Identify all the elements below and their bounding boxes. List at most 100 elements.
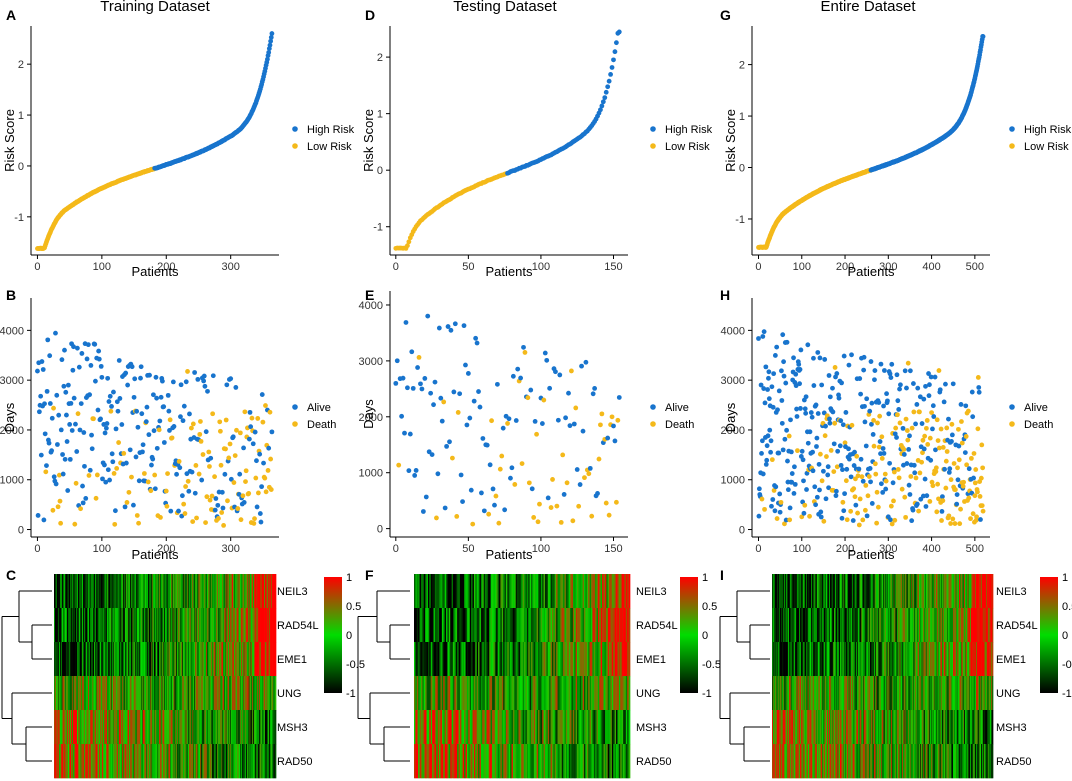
death-point: [952, 487, 958, 493]
heatmap-cell: [490, 574, 493, 609]
heatmap-cell: [508, 642, 511, 677]
heatmap-cell: [540, 642, 543, 677]
alive-point: [837, 443, 843, 449]
death-point: [190, 421, 196, 427]
death-point: [609, 414, 615, 420]
heatmap-cell: [618, 574, 621, 609]
heatmap-cell: [450, 642, 452, 677]
heatmap-cell: [205, 574, 208, 609]
heatmap-cell: [239, 574, 241, 609]
heatmap-cell: [93, 608, 95, 643]
heatmap-cell: [544, 608, 547, 643]
alive-point: [976, 385, 982, 390]
risk-point: [612, 49, 618, 55]
heatmap-cell: [122, 744, 124, 779]
heatmap-cell: [256, 608, 258, 643]
heatmap-cell: [483, 744, 486, 779]
heatmap-cell: [141, 744, 143, 779]
heatmap-cell: [188, 642, 191, 677]
death-point: [234, 427, 239, 433]
heatmap-cell: [210, 608, 212, 643]
alive-point: [153, 374, 159, 380]
alive-point: [869, 400, 875, 406]
heatmap-cell: [220, 574, 222, 609]
heatmap-cell: [200, 710, 203, 745]
heatmap-cell: [251, 710, 253, 745]
heatmap-cell: [80, 710, 82, 745]
death-point: [844, 517, 850, 523]
heatmap-cell: [194, 642, 197, 677]
heatmap-cell: [73, 710, 75, 745]
heatmap-cell: [544, 574, 547, 609]
heatmap-cell: [416, 676, 419, 711]
alive-point: [241, 445, 246, 451]
alive-point: [907, 368, 913, 374]
alive-point: [84, 356, 90, 362]
heatmap-cell: [429, 676, 432, 711]
alive-point: [458, 472, 464, 478]
heatmap-cell: [55, 710, 57, 745]
alive-point: [897, 386, 902, 392]
heatmap-cell: [79, 676, 81, 711]
heatmap-cell: [109, 608, 111, 643]
heatmap-cell: [78, 574, 80, 609]
heatmap-cell: [71, 676, 73, 711]
heatmap-cell: [201, 710, 203, 745]
panel-letter: D: [365, 7, 375, 23]
gene-label-msh3: MSH3: [636, 722, 667, 734]
heatmap-cell: [572, 676, 575, 711]
heatmap-cell: [561, 608, 564, 643]
heatmap-cell: [248, 608, 250, 643]
heatmap-cell: [183, 744, 185, 779]
heatmap-cell: [136, 574, 139, 609]
alive-point: [228, 376, 234, 382]
heatmap-cell: [533, 710, 536, 745]
heatmap-cell: [72, 676, 74, 711]
heatmap-cell: [218, 574, 220, 609]
heatmap-cell: [75, 608, 77, 643]
heatmap-cell: [178, 642, 180, 677]
heatmap-cell: [77, 710, 79, 745]
heatmap-cell: [112, 744, 115, 779]
colorbar-tick-label: 0: [346, 630, 352, 642]
heatmap-cell: [423, 710, 426, 745]
heatmap-cell: [73, 574, 75, 609]
heatmap-cell: [57, 608, 59, 643]
alive-point: [542, 350, 548, 356]
heatmap-cell: [271, 608, 273, 643]
alive-point: [423, 494, 429, 500]
heatmap-cell: [586, 642, 589, 677]
heatmap-cell: [227, 676, 229, 711]
heatmap-cell: [206, 574, 209, 609]
heatmap-cell: [147, 574, 150, 609]
heatmap-cell: [77, 574, 80, 609]
heatmap-cell: [160, 642, 162, 677]
heatmap-cell: [71, 676, 74, 711]
heatmap-cell: [148, 642, 150, 677]
alive-point: [884, 391, 889, 397]
alive-point: [862, 419, 868, 425]
alive-point: [906, 482, 912, 488]
death-point: [225, 498, 230, 504]
death-point: [116, 440, 122, 445]
legend-marker-alive: [292, 404, 298, 410]
heatmap-cell: [499, 676, 501, 711]
heatmap-cell: [432, 744, 434, 779]
alive-point: [825, 464, 831, 470]
heatmap-cell: [168, 710, 170, 745]
death-point: [933, 465, 939, 471]
heatmap-cell: [184, 642, 186, 677]
alive-point: [81, 430, 87, 435]
heatmap-cell: [83, 608, 86, 643]
heatmap-cell: [270, 642, 272, 677]
death-point: [554, 503, 560, 509]
alive-point: [841, 353, 847, 359]
heatmap-cell: [103, 710, 105, 745]
heatmap-cell: [204, 608, 206, 643]
death-point: [255, 490, 261, 496]
heatmap-cell: [62, 710, 64, 745]
heatmap-cell: [422, 676, 425, 711]
heatmap-cell: [118, 676, 120, 711]
heatmap-cell: [109, 574, 111, 609]
